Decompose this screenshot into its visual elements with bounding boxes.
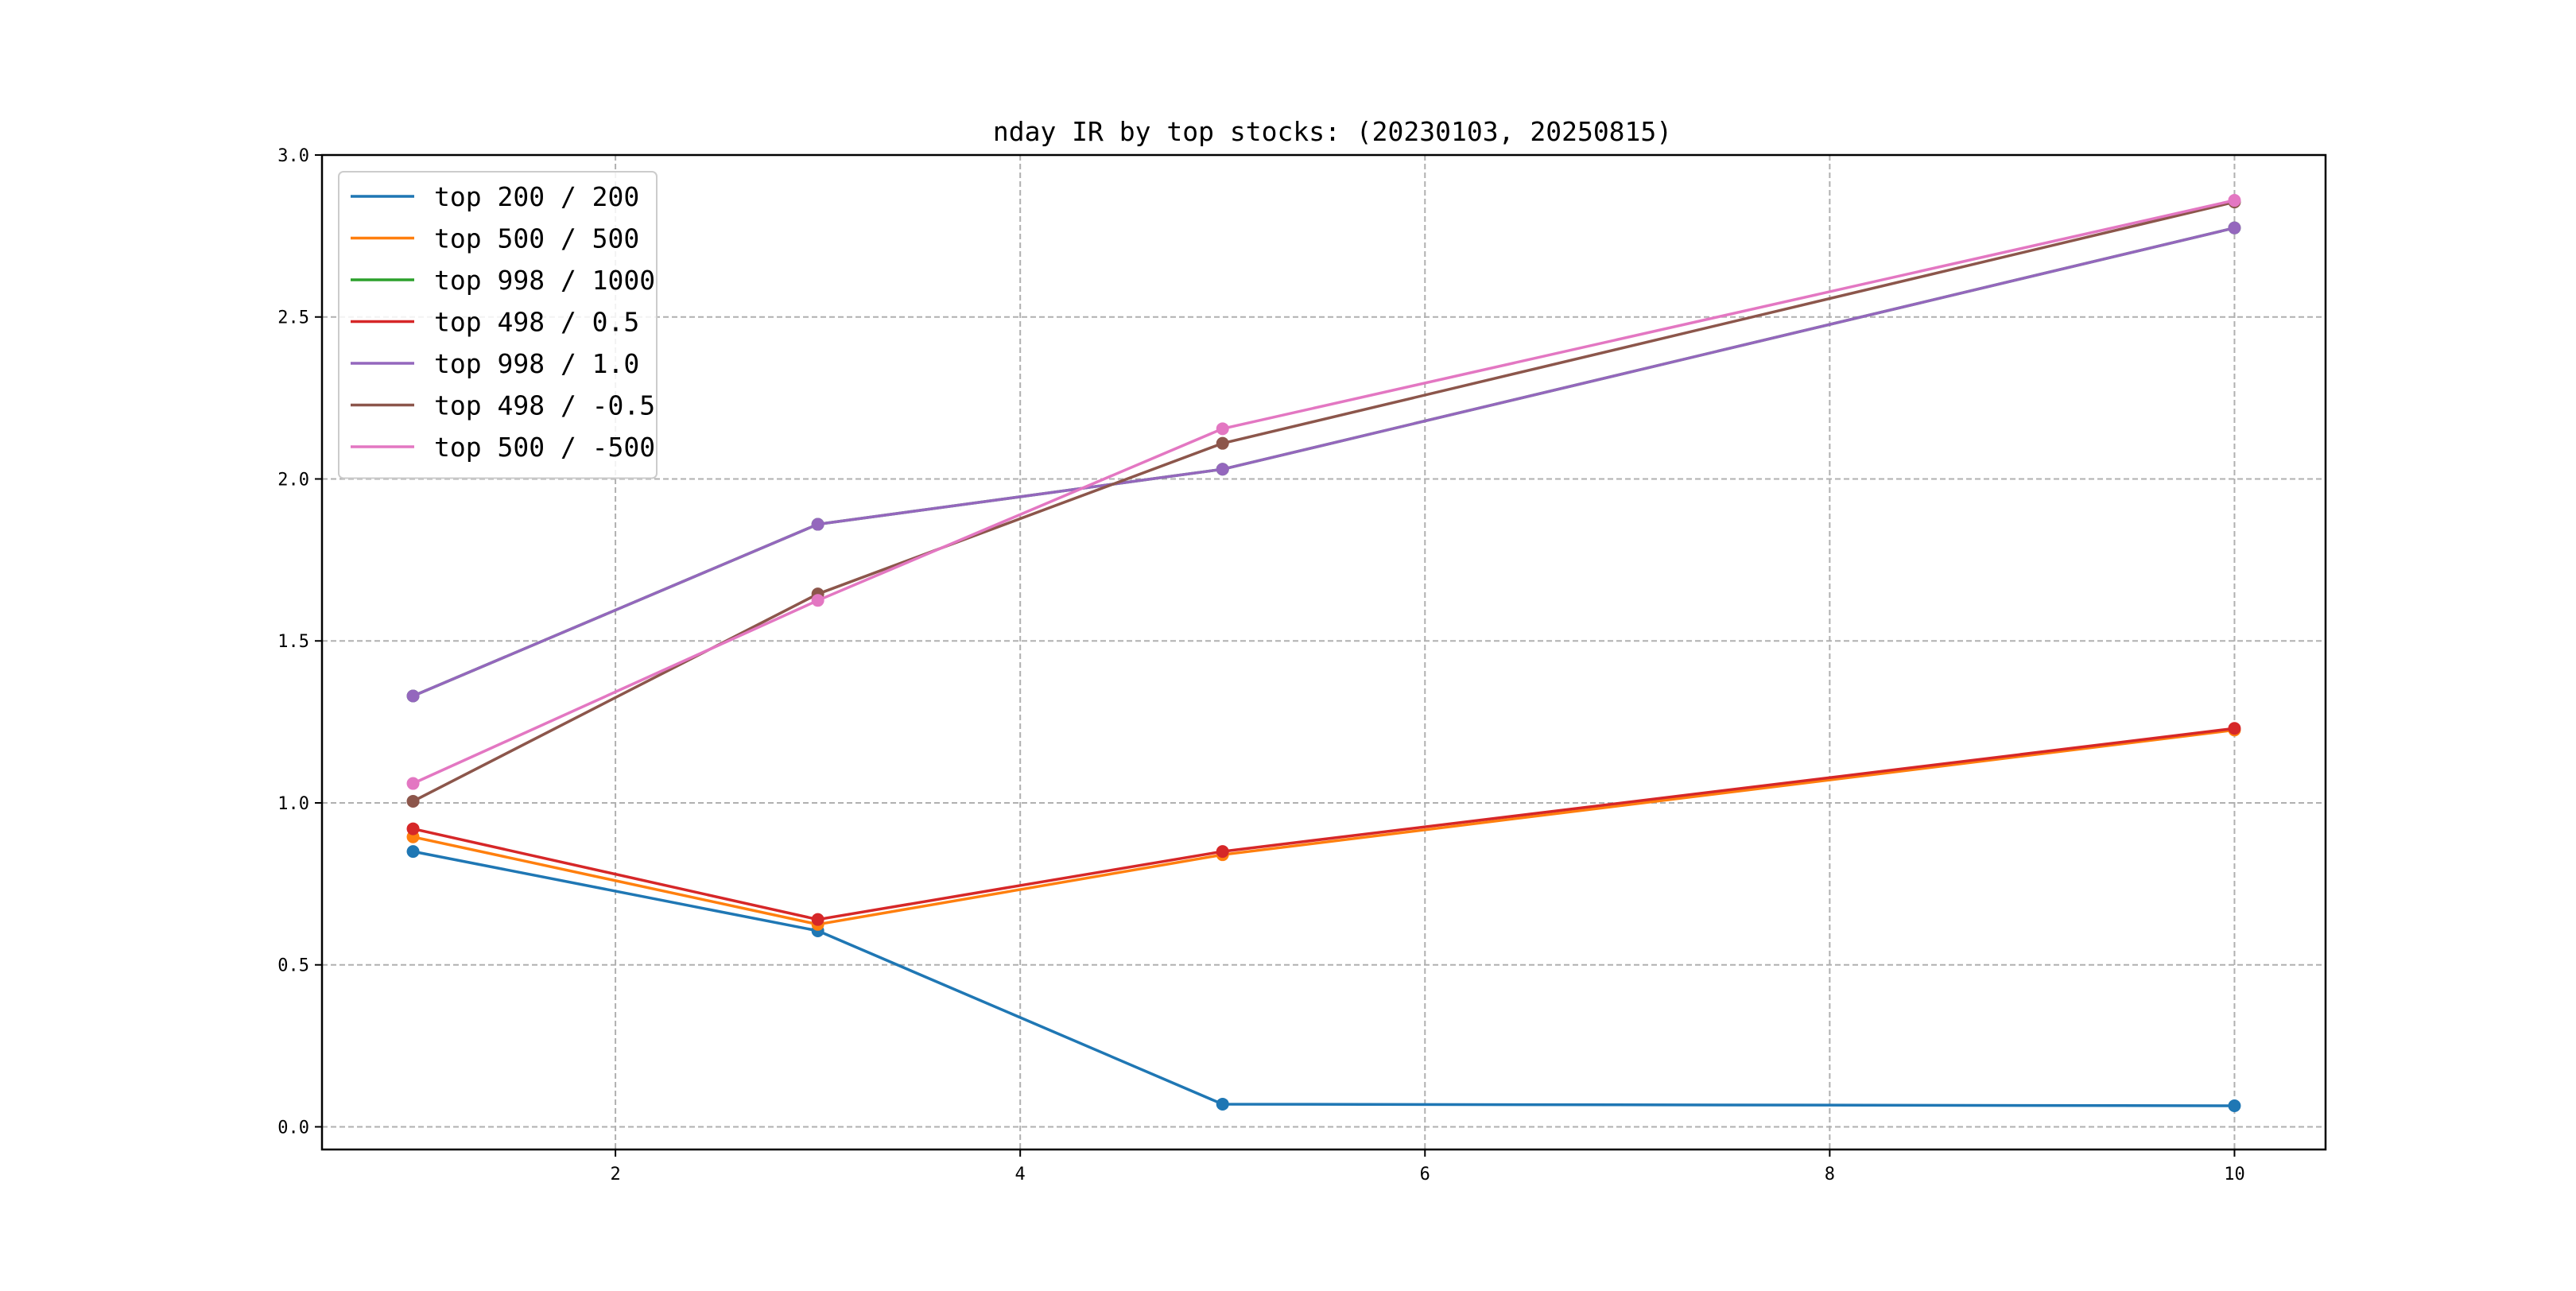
data-point xyxy=(1216,1097,1229,1111)
legend-label: top 498 / -0.5 xyxy=(434,390,655,421)
legend-label: top 500 / -500 xyxy=(434,432,655,463)
series-line xyxy=(412,199,2235,785)
data-point xyxy=(406,794,420,808)
y-tick-label: 1.5 xyxy=(277,632,309,652)
plot-frame xyxy=(320,153,2327,1151)
plot-area-border xyxy=(320,153,2327,1151)
y-tick-label: 1.0 xyxy=(277,794,309,814)
data-point xyxy=(406,845,420,859)
data-point xyxy=(2228,1099,2241,1112)
series-line xyxy=(413,727,2235,921)
chart-title: nday IR by top stocks: (20230103, 202508… xyxy=(993,116,1672,147)
legend-box xyxy=(338,171,658,479)
series-line xyxy=(413,850,2235,1107)
legend-label: top 998 / 1.0 xyxy=(434,348,639,379)
series-line xyxy=(412,200,2235,803)
axis-ticks: 2 4 6 8 10 0.0 0.5 1.0 1.5 2.0 2.5 3.0 xyxy=(277,146,2244,1184)
data-point xyxy=(2228,722,2241,735)
series-line xyxy=(413,728,2235,926)
series-line xyxy=(412,226,2235,698)
x-tick-label: 2 xyxy=(610,1165,620,1184)
series-lines xyxy=(406,194,2241,1112)
legend-label: top 200 / 200 xyxy=(434,181,639,212)
data-point xyxy=(811,594,824,607)
x-tick-label: 6 xyxy=(1420,1165,1430,1184)
data-point xyxy=(1216,436,1229,450)
data-point xyxy=(1216,422,1229,436)
x-tick-label: 4 xyxy=(1015,1165,1026,1184)
legend-label: top 500 / 500 xyxy=(434,223,639,254)
series-line xyxy=(412,226,2235,698)
x-tick-label: 10 xyxy=(2224,1165,2245,1184)
legend-label: top 998 / 1000 xyxy=(434,265,655,296)
data-point xyxy=(2228,221,2241,235)
y-tick-label: 2.0 xyxy=(277,470,309,490)
y-tick-label: 0.5 xyxy=(277,956,309,976)
data-point xyxy=(1216,845,1229,859)
data-point xyxy=(406,689,420,703)
y-tick-label: 3.0 xyxy=(277,146,309,166)
data-point xyxy=(2228,194,2241,207)
data-point xyxy=(406,777,420,790)
legend-label: top 498 / 0.5 xyxy=(434,307,639,338)
y-tick-label: 0.0 xyxy=(277,1118,309,1138)
y-tick-label: 2.5 xyxy=(277,308,309,328)
data-point xyxy=(406,822,420,835)
x-tick-label: 8 xyxy=(1825,1165,1835,1184)
data-point xyxy=(811,518,824,531)
data-point xyxy=(811,913,824,926)
data-point xyxy=(1216,463,1229,476)
legend: top 200 / 200 top 500 / 500 top 998 / 1000… xyxy=(338,171,658,479)
